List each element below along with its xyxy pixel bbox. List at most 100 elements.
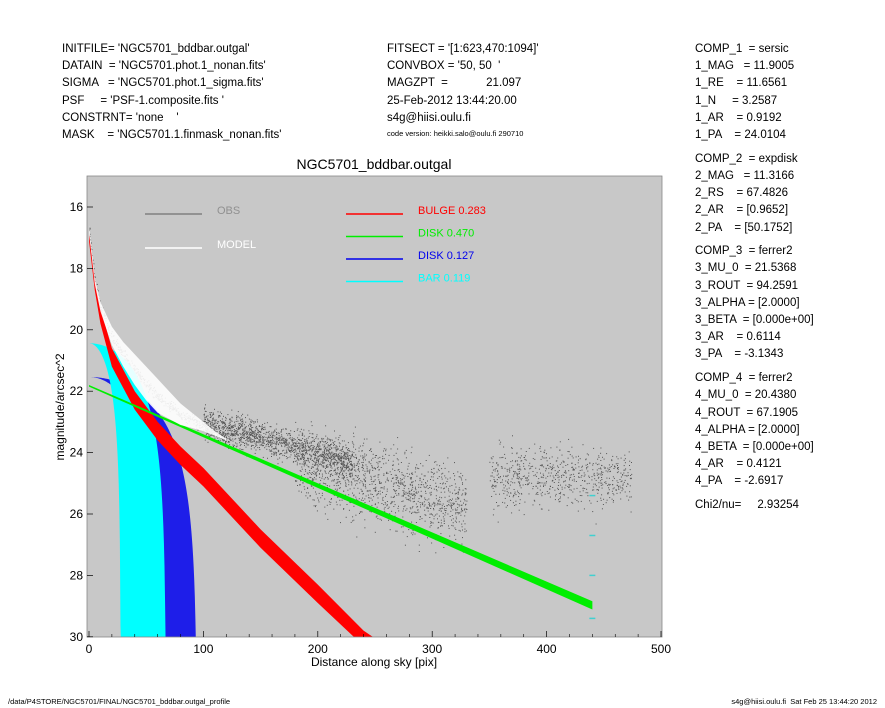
obs-point xyxy=(270,442,272,444)
obs-point xyxy=(447,457,449,459)
obs-point xyxy=(603,498,605,500)
obs-point xyxy=(294,456,296,457)
obs-point xyxy=(620,472,622,474)
obs-point xyxy=(265,431,267,433)
obs-point xyxy=(348,457,350,459)
obs-point xyxy=(519,457,521,459)
obs-point xyxy=(240,444,242,445)
obs-point xyxy=(249,438,251,440)
obs-point xyxy=(327,437,328,439)
obs-point xyxy=(295,443,296,445)
obs-point xyxy=(555,474,557,476)
obs-point xyxy=(411,493,413,495)
obs-point xyxy=(294,460,296,462)
obs-point xyxy=(89,228,91,230)
obs-point xyxy=(97,290,99,292)
obs-point xyxy=(353,463,355,465)
obs-point xyxy=(402,516,404,518)
obs-point xyxy=(379,441,381,443)
obs-point xyxy=(618,487,620,489)
obs-point xyxy=(448,490,450,492)
obs-point xyxy=(408,488,410,490)
obs-point xyxy=(307,473,309,475)
obs-point xyxy=(609,467,611,469)
obs-point xyxy=(378,479,380,481)
obs-point xyxy=(370,449,372,451)
obs-point xyxy=(520,469,522,471)
obs-point xyxy=(359,513,360,514)
obs-point xyxy=(312,445,314,447)
obs-point xyxy=(617,458,619,460)
obs-point xyxy=(206,433,208,435)
obs-point xyxy=(258,425,260,427)
obs-point xyxy=(572,502,574,504)
obs-point xyxy=(294,448,296,450)
obs-point xyxy=(612,480,614,482)
obs-point xyxy=(462,493,464,495)
obs-point xyxy=(586,453,588,455)
obs-point xyxy=(325,472,327,474)
obs-point xyxy=(324,453,326,455)
obs-point xyxy=(442,472,444,474)
obs-point xyxy=(600,484,602,486)
obs-point xyxy=(294,445,296,447)
obs-point xyxy=(330,459,332,461)
obs-point xyxy=(374,490,376,492)
legend-label: BULGE 0.283 xyxy=(418,205,486,217)
obs-point xyxy=(458,529,460,531)
obs-point xyxy=(322,456,324,457)
obs-point xyxy=(229,425,230,426)
obs-point xyxy=(612,488,614,490)
obs-point xyxy=(358,463,360,465)
obs-point xyxy=(269,440,271,441)
obs-point xyxy=(274,429,276,431)
obs-point xyxy=(315,437,317,439)
obs-point xyxy=(305,453,307,455)
obs-point xyxy=(256,441,258,443)
obs-point xyxy=(236,433,238,435)
obs-point xyxy=(276,440,278,442)
obs-point xyxy=(419,477,421,479)
obs-point xyxy=(545,477,547,479)
obs-point xyxy=(491,496,493,497)
obs-point xyxy=(339,474,341,476)
obs-point xyxy=(454,479,455,481)
obs-point xyxy=(312,437,314,439)
obs-point xyxy=(362,469,364,471)
obs-point xyxy=(343,508,345,509)
obs-point xyxy=(242,441,244,443)
obs-point xyxy=(378,469,380,470)
obs-point xyxy=(276,439,278,441)
obs-point xyxy=(251,427,253,429)
obs-point xyxy=(439,483,441,484)
obs-point xyxy=(458,512,460,513)
obs-point xyxy=(331,459,333,460)
obs-point xyxy=(582,465,583,467)
obs-point xyxy=(423,486,425,488)
obs-point xyxy=(513,494,515,496)
obs-point xyxy=(242,418,243,420)
obs-point xyxy=(292,450,294,452)
obs-point xyxy=(583,472,585,474)
param-line: COMP_2 = expdisk xyxy=(695,152,798,165)
obs-point xyxy=(362,466,364,468)
obs-point xyxy=(258,435,260,437)
obs-point xyxy=(393,496,395,498)
obs-point xyxy=(457,498,459,500)
obs-point xyxy=(249,439,251,441)
obs-point xyxy=(329,454,331,456)
obs-point xyxy=(327,458,329,460)
obs-point xyxy=(294,442,296,444)
obs-point xyxy=(366,471,368,473)
obs-point xyxy=(348,448,350,449)
obs-point xyxy=(374,504,376,506)
obs-point xyxy=(602,456,603,458)
obs-point xyxy=(317,465,319,467)
obs-point xyxy=(497,521,499,523)
obs-point xyxy=(385,503,387,505)
obs-point xyxy=(506,463,508,465)
obs-point xyxy=(581,495,583,497)
obs-point xyxy=(271,431,273,433)
obs-point xyxy=(624,469,626,471)
obs-point xyxy=(572,466,574,468)
